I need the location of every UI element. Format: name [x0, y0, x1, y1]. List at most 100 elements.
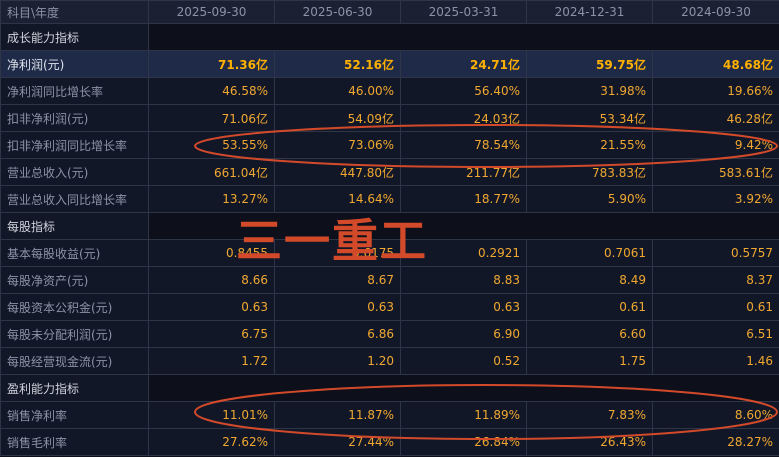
table-row-bvps[interactable]: 每股净资产(元) 8.66 8.67 8.83 8.49 8.37 [0, 266, 779, 294]
value-cell: 8.37 [652, 266, 779, 294]
row-label: 销售毛利率 [0, 428, 149, 456]
row-label: 扣非净利润(元) [0, 104, 149, 132]
value-cell: 31.98% [526, 77, 653, 105]
value-cell: 46.28亿 [652, 104, 779, 132]
value-cell: 78.54% [400, 131, 527, 159]
value-cell: 6.86 [274, 320, 401, 348]
value-cell: 0.8455 [148, 239, 275, 267]
value-cell: 6.75 [148, 320, 275, 348]
table-row-net-profit-yoy[interactable]: 净利润同比增长率 46.58% 46.00% 56.40% 31.98% 19.… [0, 77, 779, 105]
value-cell: 71.06亿 [148, 104, 275, 132]
value-cell: 661.04亿 [148, 158, 275, 186]
value-cell: 8.49 [526, 266, 653, 294]
column-header-2025-09-30[interactable]: 2025-09-30 [148, 0, 275, 24]
table-row-deducted-profit-yoy[interactable]: 扣非净利润同比增长率 53.55% 73.06% 78.54% 21.55% 9… [0, 131, 779, 159]
value-cell: 28.27% [652, 428, 779, 456]
column-header-2025-06-30[interactable]: 2025-06-30 [274, 0, 401, 24]
row-label: 营业总收入同比增长率 [0, 185, 149, 213]
value-cell: 7.83% [526, 401, 653, 429]
row-label: 营业总收入(元) [0, 158, 149, 186]
value-cell: 0.61 [652, 293, 779, 321]
table-row-revenue[interactable]: 营业总收入(元) 661.04亿 447.80亿 211.77亿 783.83亿… [0, 158, 779, 186]
value-cell: 0.7061 [526, 239, 653, 267]
value-cell: 0.63 [148, 293, 275, 321]
value-cell: 0.63 [400, 293, 527, 321]
value-cell: 53.55% [148, 131, 275, 159]
row-label: 扣非净利润同比增长率 [0, 131, 149, 159]
value-cell: 0.2921 [400, 239, 527, 267]
value-cell: 59.75亿 [526, 50, 653, 78]
value-cell: 56.40% [400, 77, 527, 105]
row-label: 每股资本公积金(元) [0, 293, 149, 321]
value-cell: 21.55% [526, 131, 653, 159]
column-header-2024-09-30[interactable]: 2024-09-30 [652, 0, 779, 24]
value-cell: 46.58% [148, 77, 275, 105]
value-cell: 11.89% [400, 401, 527, 429]
value-cell: 26.84% [400, 428, 527, 456]
row-label: 每股经营现金流(元) [0, 347, 149, 375]
table-row-net-profit[interactable]: 净利润(元) 71.36亿 52.16亿 24.71亿 59.75亿 48.68… [0, 50, 779, 78]
value-cell: 1.75 [526, 347, 653, 375]
section-title: 每股指标 [0, 212, 149, 240]
table-row-eps[interactable]: 基本每股收益(元) 0.8455 0.6175 0.2921 0.7061 0.… [0, 239, 779, 267]
value-cell: 18.77% [400, 185, 527, 213]
table-row-deducted-profit[interactable]: 扣非净利润(元) 71.06亿 54.09亿 24.03亿 53.34亿 46.… [0, 104, 779, 132]
value-cell: 52.16亿 [274, 50, 401, 78]
value-cell: 26.43% [526, 428, 653, 456]
value-cell: 1.46 [652, 347, 779, 375]
section-spacer [148, 374, 779, 402]
value-cell: 0.6175 [274, 239, 401, 267]
section-header-profit: 盈利能力指标 [0, 374, 779, 402]
value-cell: 8.66 [148, 266, 275, 294]
company-watermark: 三一重工 [236, 214, 428, 268]
table-header-row: 科目\年度 2025-09-30 2025-06-30 2025-03-31 2… [0, 0, 779, 24]
section-header-growth: 成长能力指标 [0, 23, 779, 51]
value-cell: 73.06% [274, 131, 401, 159]
table-row-revenue-yoy[interactable]: 营业总收入同比增长率 13.27% 14.64% 18.77% 5.90% 3.… [0, 185, 779, 213]
row-label: 每股未分配利润(元) [0, 320, 149, 348]
row-label: 基本每股收益(元) [0, 239, 149, 267]
value-cell: 27.44% [274, 428, 401, 456]
value-cell: 1.20 [274, 347, 401, 375]
row-label: 每股净资产(元) [0, 266, 149, 294]
column-header-item[interactable]: 科目\年度 [0, 0, 149, 24]
value-cell: 0.61 [526, 293, 653, 321]
value-cell: 0.63 [274, 293, 401, 321]
value-cell: 14.64% [274, 185, 401, 213]
value-cell: 48.68亿 [652, 50, 779, 78]
table-row-net-margin[interactable]: 销售净利率 11.01% 11.87% 11.89% 7.83% 8.60% [0, 401, 779, 429]
row-label: 净利润同比增长率 [0, 77, 149, 105]
value-cell: 8.67 [274, 266, 401, 294]
row-label: 净利润(元) [0, 50, 149, 78]
column-header-2025-03-31[interactable]: 2025-03-31 [400, 0, 527, 24]
value-cell: 0.5757 [652, 239, 779, 267]
value-cell: 783.83亿 [526, 158, 653, 186]
value-cell: 9.42% [652, 131, 779, 159]
value-cell: 6.51 [652, 320, 779, 348]
value-cell: 24.71亿 [400, 50, 527, 78]
value-cell: 11.87% [274, 401, 401, 429]
value-cell: 54.09亿 [274, 104, 401, 132]
value-cell: 447.80亿 [274, 158, 401, 186]
value-cell: 71.36亿 [148, 50, 275, 78]
value-cell: 53.34亿 [526, 104, 653, 132]
column-header-2024-12-31[interactable]: 2024-12-31 [526, 0, 653, 24]
section-title: 盈利能力指标 [0, 374, 149, 402]
value-cell: 19.66% [652, 77, 779, 105]
section-header-per-share: 每股指标 [0, 212, 779, 240]
value-cell: 8.60% [652, 401, 779, 429]
table-row-undistributed-ps[interactable]: 每股未分配利润(元) 6.75 6.86 6.90 6.60 6.51 [0, 320, 779, 348]
value-cell: 1.72 [148, 347, 275, 375]
value-cell: 27.62% [148, 428, 275, 456]
value-cell: 5.90% [526, 185, 653, 213]
value-cell: 24.03亿 [400, 104, 527, 132]
section-title: 成长能力指标 [0, 23, 149, 51]
table-row-gross-margin[interactable]: 销售毛利率 27.62% 27.44% 26.84% 26.43% 28.27% [0, 428, 779, 456]
table-row-ocf-ps[interactable]: 每股经营现金流(元) 1.72 1.20 0.52 1.75 1.46 [0, 347, 779, 375]
value-cell: 46.00% [274, 77, 401, 105]
value-cell: 0.52 [400, 347, 527, 375]
value-cell: 3.92% [652, 185, 779, 213]
table-row-capital-reserve-ps[interactable]: 每股资本公积金(元) 0.63 0.63 0.63 0.61 0.61 [0, 293, 779, 321]
value-cell: 211.77亿 [400, 158, 527, 186]
value-cell: 6.60 [526, 320, 653, 348]
